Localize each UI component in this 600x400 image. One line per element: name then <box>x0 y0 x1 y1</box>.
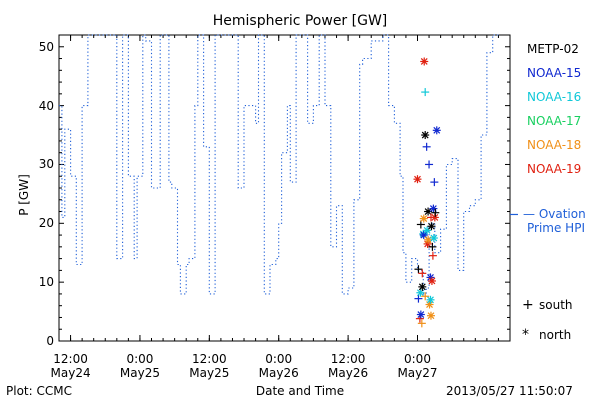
marker-stroke <box>427 296 434 304</box>
y-tick-label: 50 <box>38 39 54 54</box>
marker-noaa-19-south <box>418 269 427 278</box>
chart-title: Hemispheric Power [GW] <box>212 13 388 29</box>
marker-noaa-19-north <box>427 276 436 285</box>
x-tick-label-date: May27 <box>397 366 438 380</box>
marker-noaa-15-south <box>430 178 439 187</box>
marker-noaa-15-south <box>425 160 434 169</box>
marker-noaa-19-north <box>420 57 429 66</box>
legend-noaa-19: NOAA-19 <box>527 162 582 176</box>
x-tick-label-time: 12:00 <box>330 352 366 366</box>
x-tick-label-time: 0:00 <box>404 352 431 366</box>
x-tick-label-time: 0:00 <box>265 352 293 366</box>
marker-stroke <box>421 131 429 139</box>
x-axis-label: Date and Time <box>255 384 345 398</box>
y-tick-label: 0 <box>46 334 54 348</box>
marker-noaa-18-north <box>419 214 428 223</box>
plot-frame <box>58 34 511 342</box>
y-tick-label: 30 <box>38 157 54 172</box>
marker-stroke <box>430 234 438 242</box>
marker-noaa-15-south <box>422 142 431 151</box>
ovation-legend-line1: — Ovation <box>523 207 586 222</box>
legend-metp-02: METP-02 <box>527 42 579 56</box>
legend-noaa-15: NOAA-15 <box>527 66 582 80</box>
x-tick-label-time: 0:00 <box>126 352 154 366</box>
marker-stroke <box>428 222 435 230</box>
marker-noaa-16-north <box>429 234 438 243</box>
marker-stroke <box>420 58 428 65</box>
y-tick-label: 20 <box>38 216 54 231</box>
marker-metp-02-south <box>428 242 437 251</box>
marker-stroke <box>428 277 436 285</box>
marker-stroke <box>414 175 421 183</box>
x-tick-label-date: May25 <box>189 366 230 380</box>
plot-timestamp: 2013/05/27 11:50:07 <box>446 384 573 398</box>
marker-metp-02-north <box>427 222 436 231</box>
marker-stroke <box>427 274 434 281</box>
marker-stroke <box>420 215 428 223</box>
y-tick-label: 10 <box>38 275 54 290</box>
marker-noaa-16-north <box>416 288 425 297</box>
marker-noaa-18-north <box>426 311 435 320</box>
marker-stroke <box>420 231 428 239</box>
marker-noaa-19-north <box>413 175 422 184</box>
marker-noaa-18-south <box>417 319 426 328</box>
marker-stroke <box>427 312 435 320</box>
marker-noaa-16-south <box>421 88 430 97</box>
marker-noaa-16-north <box>426 295 435 304</box>
marker-stroke <box>417 311 425 318</box>
ovation-hpi-line <box>59 34 499 295</box>
x-tick-label-time: 12:00 <box>192 352 227 366</box>
marker-noaa-15-north <box>432 126 441 135</box>
legend-symbol-north: * <box>522 327 529 343</box>
marker-stroke <box>429 205 437 213</box>
legend-label-south: south <box>539 298 573 312</box>
marker-noaa-15-south <box>414 294 423 303</box>
marker-metp-02-north <box>418 282 427 291</box>
marker-metp-02-south <box>431 208 440 217</box>
x-tick-label-time: 12:00 <box>53 352 88 366</box>
x-tick-label-date: May24 <box>50 366 91 380</box>
ovation-legend-line2: Prime HPI <box>527 221 585 236</box>
legend-noaa-17: NOAA-17 <box>527 114 582 128</box>
marker-noaa-15-north <box>416 310 425 319</box>
x-tick-label-date: May26 <box>258 366 299 380</box>
y-tick-label: 40 <box>38 98 54 113</box>
marker-noaa-18-south <box>421 292 430 301</box>
x-tick-label-date: May25 <box>119 366 160 380</box>
marker-stroke <box>431 213 439 221</box>
marker-stroke <box>433 126 441 134</box>
marker-noaa-15-north <box>429 204 438 213</box>
legend-noaa-18: NOAA-18 <box>527 138 582 152</box>
marker-metp-02-south <box>416 220 425 229</box>
marker-noaa-19-south <box>428 251 437 260</box>
marker-metp-02-north <box>421 131 430 140</box>
marker-stroke <box>424 208 432 215</box>
legend-noaa-16: NOAA-16 <box>527 90 582 104</box>
legend-label-north: north <box>539 328 572 342</box>
marker-stroke <box>418 283 426 291</box>
plot-credit: Plot: CCMC <box>6 384 72 398</box>
marker-stroke <box>426 301 433 308</box>
x-tick-label-date: May26 <box>328 366 369 380</box>
marker-metp-02-south <box>414 265 423 274</box>
legend-symbol-south: + <box>522 297 534 313</box>
marker-noaa-18-north <box>424 235 433 244</box>
